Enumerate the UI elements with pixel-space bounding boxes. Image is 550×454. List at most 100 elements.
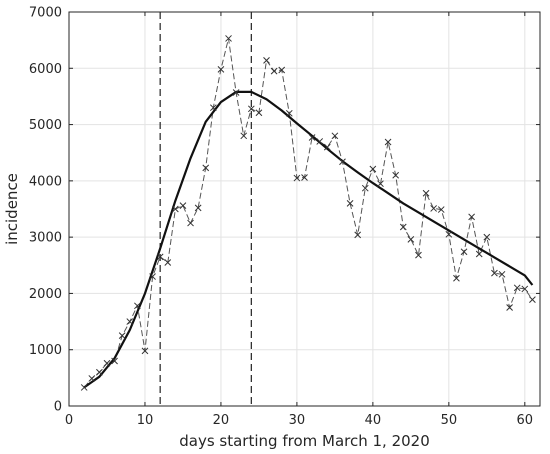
marker-stroke: [247, 105, 255, 113]
observed-point-marker: [172, 205, 179, 213]
observed-point-marker: [149, 273, 156, 280]
observed-point-marker: [111, 357, 118, 365]
marker-stroke: [240, 132, 248, 140]
marker-stroke: [225, 35, 232, 42]
x-tick-label: 40: [365, 413, 382, 428]
marker-stroke: [217, 66, 225, 73]
marker-stroke: [301, 174, 308, 181]
marker-stroke: [134, 302, 141, 310]
x-axis-label: days starting from March 1, 2020: [179, 432, 430, 450]
observed-point-marker: [225, 35, 232, 42]
observed-point-marker: [164, 259, 172, 266]
observed-point-marker: [270, 67, 278, 75]
observed-point-marker: [361, 184, 369, 192]
marker-stroke: [506, 304, 513, 311]
marker-stroke: [475, 250, 483, 258]
marker-stroke: [80, 384, 88, 391]
y-axis-label: incidence: [3, 173, 21, 245]
observed-point-marker: [293, 174, 301, 182]
marker-stroke: [468, 213, 475, 221]
observed-point-marker: [240, 132, 248, 140]
observed-point-marker: [491, 269, 498, 277]
observed-point-marker: [263, 57, 270, 64]
marker-stroke: [377, 180, 384, 188]
y-tick-label: 2000: [29, 287, 62, 302]
marker-stroke: [346, 200, 354, 207]
marker-stroke: [255, 109, 263, 117]
x-tick-label: 50: [441, 413, 458, 428]
marker-stroke: [415, 251, 422, 259]
observed-point-marker: [156, 253, 164, 261]
ticks: 0 10 20 30 40 50 60 0 1000 2000 3000 4000 5000 6000 70…: [29, 6, 540, 428]
observed-point-marker: [285, 109, 293, 117]
marker-stroke: [278, 66, 286, 74]
observed-point-marker: [202, 164, 210, 172]
x-tick-label: 10: [137, 413, 154, 428]
observed-point-marker: [407, 236, 415, 243]
observed-point-marker: [437, 206, 445, 213]
observed-point-marker: [316, 138, 324, 145]
plot-area: [69, 12, 540, 406]
marker-stroke: [293, 174, 301, 182]
grid: [68, 11, 540, 407]
observed-point-marker: [96, 368, 103, 376]
y-tick-label: 0: [54, 400, 62, 415]
x-tick-label: 60: [517, 413, 534, 428]
marker-stroke: [164, 259, 172, 266]
observed-point-marker: [323, 143, 331, 151]
marker-stroke: [529, 296, 536, 303]
observed-point-marker: [134, 302, 141, 310]
marker-stroke: [437, 206, 445, 213]
marker-stroke: [407, 236, 415, 243]
marker-stroke: [460, 248, 468, 256]
marker-stroke: [126, 318, 134, 325]
observed-point-marker: [513, 284, 521, 292]
marker-stroke: [316, 138, 324, 145]
observed-point-marker: [217, 66, 225, 73]
marker-stroke: [179, 202, 187, 209]
observed-point-marker: [369, 165, 377, 173]
observed-point-marker: [179, 202, 187, 209]
observed-point-marker: [468, 213, 475, 221]
x-tick-label: 20: [213, 413, 230, 428]
marker-stroke: [399, 223, 407, 231]
marker-stroke: [156, 253, 164, 261]
observed-point-marker: [88, 375, 96, 382]
marker-stroke: [103, 359, 111, 367]
y-tick-label: 7000: [29, 6, 62, 21]
marker-stroke: [361, 184, 369, 192]
observed-point-marker: [187, 219, 194, 227]
marker-stroke: [263, 57, 270, 64]
marker-stroke: [285, 109, 293, 117]
observed-point-marker: [278, 66, 286, 74]
marker-stroke: [369, 165, 377, 173]
marker-stroke: [88, 375, 96, 382]
marker-stroke: [118, 332, 126, 339]
marker-stroke: [339, 158, 346, 166]
marker-stroke: [422, 189, 430, 197]
observed-point-marker: [453, 274, 460, 282]
observed-point-marker: [521, 285, 529, 293]
observed-point-marker: [209, 104, 217, 112]
observed-point-marker: [445, 230, 453, 238]
observed-point-marker: [126, 318, 134, 325]
marker-stroke: [270, 67, 278, 75]
y-tick-label: 1000: [29, 343, 62, 358]
observed-point-marker: [422, 189, 430, 197]
marker-stroke: [392, 171, 400, 179]
observed-point-marker: [194, 204, 202, 212]
observed-point-marker: [506, 304, 513, 311]
observed-point-marker: [331, 132, 339, 140]
observed-point-marker: [346, 200, 354, 207]
observed-point-marker: [118, 332, 126, 339]
observed-point-marker: [460, 248, 468, 256]
marker-stroke: [96, 368, 103, 376]
marker-stroke: [498, 270, 506, 278]
marker-stroke: [323, 143, 331, 151]
y-tick-label: 6000: [29, 62, 62, 77]
marker-stroke: [354, 231, 362, 239]
observed-point-marker: [430, 205, 437, 212]
observed-point-marker: [141, 347, 149, 355]
marker-stroke: [491, 269, 498, 277]
